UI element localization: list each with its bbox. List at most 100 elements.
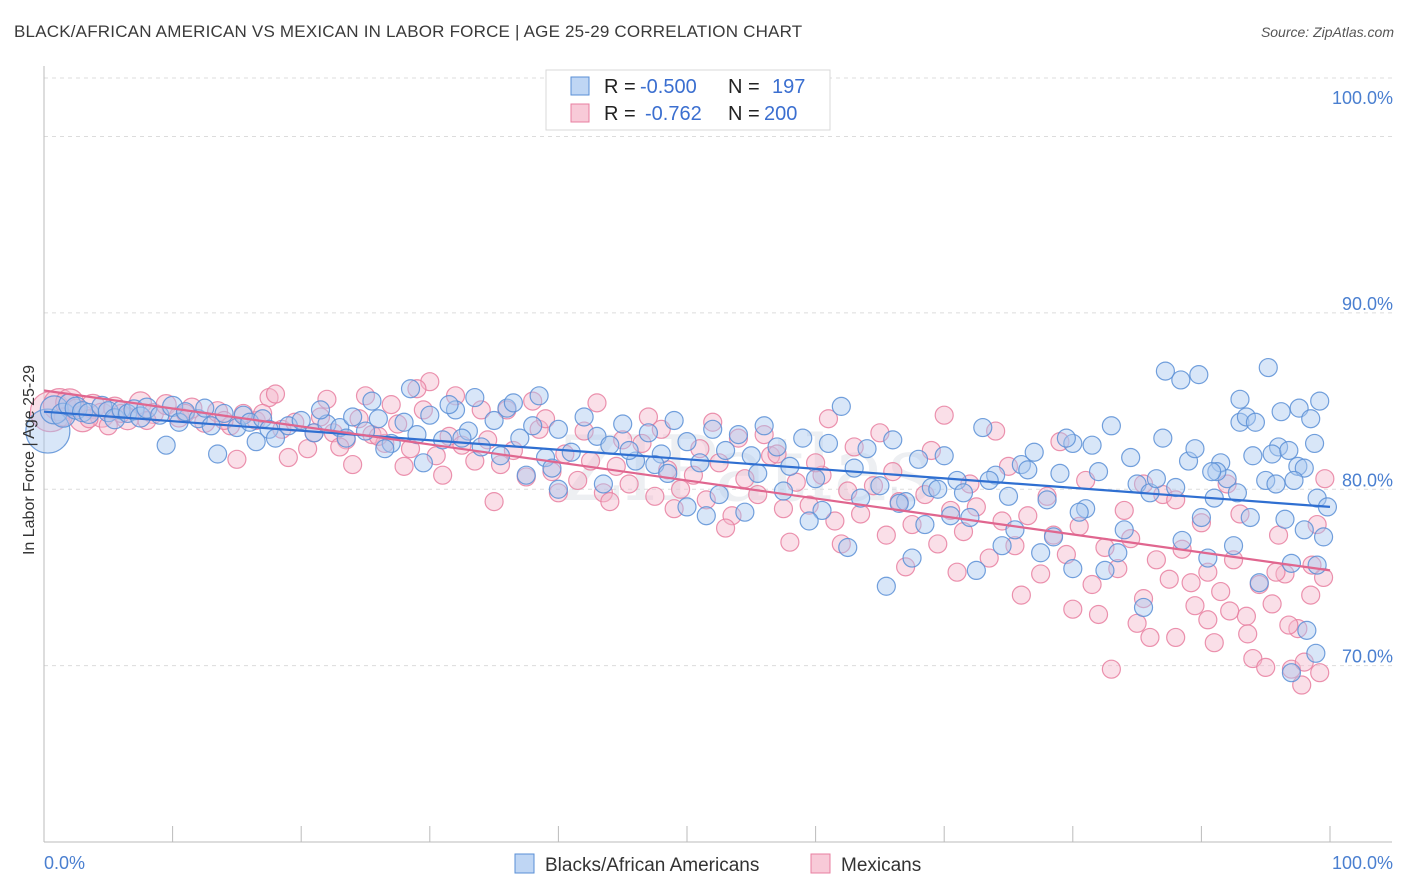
data-point [1172,530,1192,551]
data-point [992,536,1012,556]
data-point [1082,435,1102,455]
data-point [1063,559,1083,579]
y-tick-labels: 70.0% 80.0% 90.0% 100.0% [1332,88,1393,667]
data-point [568,470,588,491]
series-mexicans [29,372,1335,695]
data-point [1301,409,1321,429]
data-point [696,506,716,526]
data-point [1018,506,1038,526]
data-point [349,409,369,429]
data-point [1140,627,1160,648]
data-point [863,476,884,496]
bottom-legend-label-blue: Blacks/African Americans [545,855,759,876]
data-point [715,440,736,461]
data-point [921,477,941,498]
legend-n-label: N = [728,76,760,98]
data-point [754,416,774,436]
data-point [1315,469,1335,489]
data-point [1037,490,1057,510]
data-point [1207,462,1227,482]
data-point [1245,412,1266,432]
data-point [1178,451,1199,471]
data-point [1018,460,1038,480]
data-point [593,474,614,494]
data-point [503,393,523,413]
data-point [452,428,472,448]
data-point [1220,601,1240,621]
data-point [246,432,266,452]
data-point [1271,402,1291,422]
data-point [1243,446,1263,466]
data-point [381,395,401,415]
data-point [368,409,388,429]
data-point [703,419,723,439]
data-point [876,525,896,545]
data-point [1292,675,1312,695]
data-point [1223,536,1244,556]
data-point [998,486,1019,506]
data-point [1240,507,1260,528]
data-point [1262,444,1282,464]
data-point [818,409,839,429]
data-point [1294,520,1314,540]
x-tick-label: 100.0% [1332,853,1393,873]
data-point [1230,389,1250,409]
data-point [471,400,491,420]
data-point [690,453,710,473]
data-point [542,458,562,478]
data-point [1275,509,1295,529]
data-point [928,534,948,554]
axes [43,66,1392,843]
x-tick-labels: 0.0% 100.0% [44,853,1393,873]
data-point [208,444,228,464]
data-point [1313,527,1334,547]
data-point [1256,657,1276,678]
data-point [1082,574,1102,595]
data-point [793,428,813,448]
data-point [1101,659,1121,679]
trend-line [43,410,1331,509]
legend-n-value: 197 [772,76,805,98]
data-point [1238,624,1258,644]
data-point [1236,606,1257,626]
data-point [1198,562,1218,582]
data-point [741,446,761,466]
trend-lines [43,389,1331,572]
data-point [156,435,176,455]
data-point [973,417,993,438]
data-point [407,379,427,399]
data-point [986,465,1006,485]
data-point [1204,633,1224,653]
data-point [1095,560,1115,581]
data-point [343,407,363,427]
legend-r-label: R = [604,103,636,125]
data-point [310,400,331,420]
data-point [915,514,935,535]
data-point [1146,550,1166,570]
data-point [465,387,485,408]
x-tick-label: 0.0% [44,853,85,873]
data-point [1189,365,1209,385]
series-blacks-african-americans [25,357,1338,683]
data-point [677,497,697,517]
data-point [420,405,440,425]
data-point [1011,585,1031,605]
data-point [529,386,549,406]
y-tick-label: 90.0% [1342,294,1393,314]
data-point [587,393,607,413]
data-point [780,532,800,552]
data-point [1063,599,1083,619]
data-point [960,507,980,528]
data-point [728,425,749,445]
data-point [606,456,626,476]
data-point [1069,502,1089,522]
data-point [548,419,569,439]
data-point [1284,470,1304,491]
chart-title: BLACK/AFRICAN AMERICAN VS MEXICAN IN LAB… [14,22,803,41]
data-point [1279,615,1299,635]
data-point [355,386,376,406]
data-point [934,405,954,425]
data-point [857,439,877,459]
data-point [227,449,247,469]
